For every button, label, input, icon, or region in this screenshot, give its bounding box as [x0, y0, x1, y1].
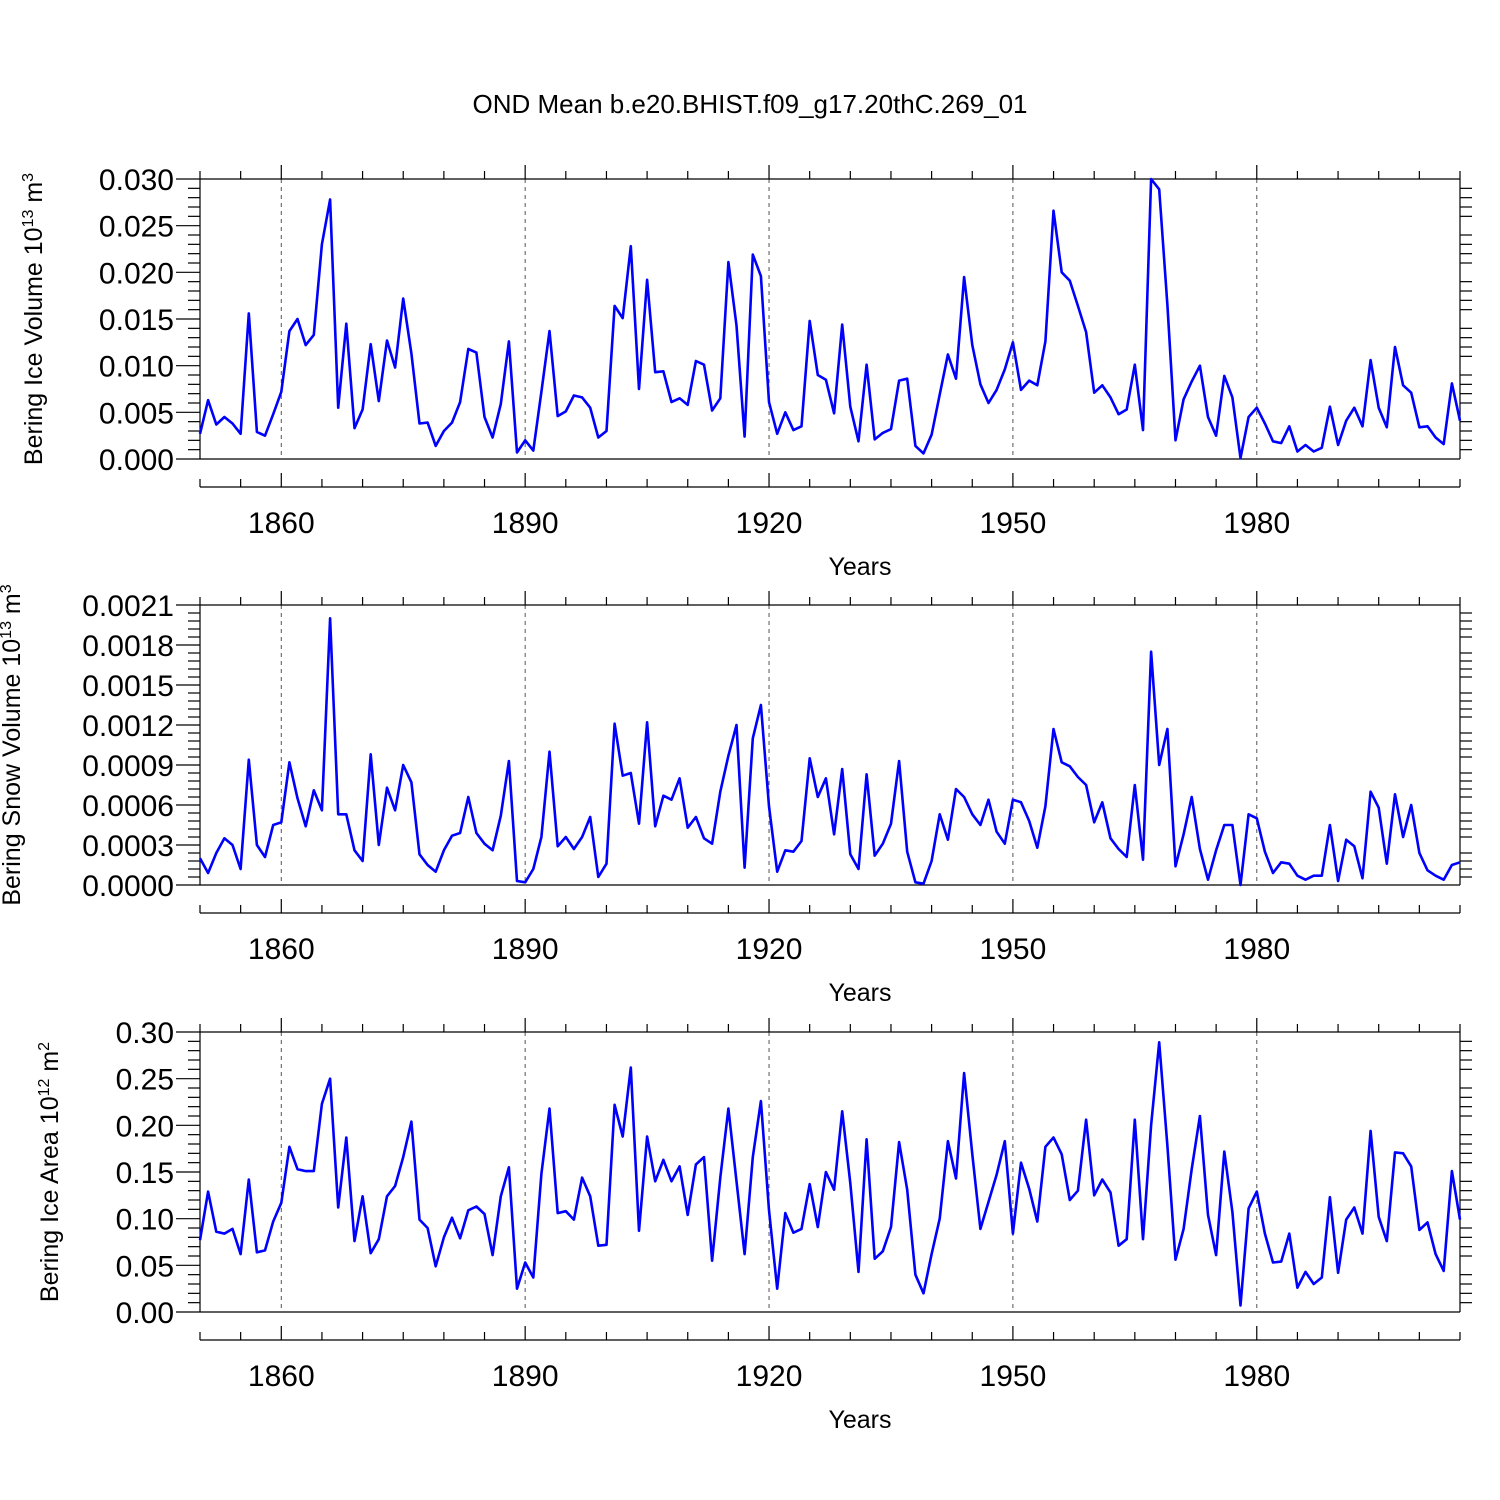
x-tick-label: 1980 [1223, 1360, 1290, 1393]
y-tick-label: 0.0012 [82, 710, 174, 743]
y-tick-label: 0.0021 [82, 590, 174, 623]
y-axis-title-superscript: 13 [0, 621, 15, 639]
y-tick-label: 0.030 [99, 164, 174, 197]
y-axis-title-part: Bering Ice Area 10 [36, 1096, 64, 1302]
y-tick-label: 0.30 [116, 1017, 174, 1050]
y-tick-label: 0.0000 [82, 870, 174, 903]
y-axis-title: Bering Ice Volume 1013 m3 [20, 173, 48, 465]
x-tick-label: 1890 [492, 507, 559, 540]
y-tick-label: 0.0003 [82, 830, 174, 863]
y-axis-title-part: m [20, 182, 48, 210]
y-tick-label: 0.00 [116, 1297, 174, 1330]
y-tick-label: 0.010 [99, 351, 174, 384]
y-axis-title-part: Bering Ice Volume 10 [20, 227, 48, 465]
x-tick-label: 1920 [736, 1360, 803, 1393]
y-tick-label: 0.0006 [82, 790, 174, 823]
y-axis-title-superscript: 2 [36, 1042, 53, 1051]
snow-volume-panel: 0.0000 0.0003 0.0006 0.0009 0.0012 0.0015 0.00… [0, 584, 1472, 1007]
x-axis-title: Years [828, 1406, 891, 1434]
x-axis-title: Years [828, 979, 891, 1007]
y-axis-title-superscript: 12 [36, 1078, 53, 1096]
ice-area-series-line [198, 1041, 1462, 1307]
y-tick-label: 0.025 [99, 211, 174, 244]
x-tick-label: 1890 [492, 933, 559, 966]
y-axis-title-superscript: 3 [20, 173, 37, 182]
x-tick-label: 1980 [1223, 933, 1290, 966]
x-tick-label: 1920 [736, 933, 803, 966]
y-tick-label: 0.005 [99, 397, 174, 430]
y-axis-title: Bering Snow Volume 1013 m3 [0, 584, 26, 905]
y-tick-label: 0.0015 [82, 670, 174, 703]
x-tick-label: 1860 [248, 933, 315, 966]
x-tick-label: 1860 [248, 1360, 315, 1393]
snow-volume-series-line [198, 616, 1461, 887]
ice-volume-series-line [198, 177, 1462, 460]
y-tick-label: 0.015 [99, 304, 174, 337]
y-tick-label: 0.020 [99, 257, 174, 290]
y-tick-label: 0.0018 [82, 630, 174, 663]
y-axis-title-part: Bering Snow Volume 10 [0, 639, 26, 906]
x-tick-label: 1950 [980, 507, 1047, 540]
x-tick-label: 1950 [980, 933, 1047, 966]
x-tick-label: 1890 [492, 1360, 559, 1393]
y-axis-title-part: m [36, 1051, 64, 1079]
ice-volume-panel: 0.000 0.005 0.010 0.015 0.020 0.025 0.030 1860 1… [20, 164, 1472, 581]
y-tick-label: 0.000 [99, 444, 174, 477]
y-tick-label: 0.15 [116, 1157, 174, 1190]
y-axis-title-superscript: 3 [0, 584, 15, 593]
x-tick-label: 1980 [1223, 507, 1290, 540]
x-tick-label: 1860 [248, 507, 315, 540]
y-tick-label: 0.20 [116, 1110, 174, 1143]
ice-area-panel: 0.00 0.05 0.10 0.15 0.20 0.25 0.30 1860 1890 1920… [36, 1017, 1472, 1434]
y-axis-title-superscript: 13 [20, 210, 37, 228]
y-tick-label: 0.0009 [82, 750, 174, 783]
x-tick-label: 1920 [736, 507, 803, 540]
chart-title: OND Mean b.e20.BHIST.f09_g17.20thC.269_0… [472, 89, 1027, 119]
y-tick-label: 0.25 [116, 1064, 174, 1097]
x-axis-title: Years [828, 553, 891, 581]
y-axis-title: Bering Ice Area 1012 m2 [36, 1042, 64, 1302]
y-tick-label: 0.10 [116, 1204, 174, 1237]
x-tick-label: 1950 [980, 1360, 1047, 1393]
y-axis-title-part: m [0, 593, 26, 621]
y-tick-label: 0.05 [116, 1250, 174, 1283]
